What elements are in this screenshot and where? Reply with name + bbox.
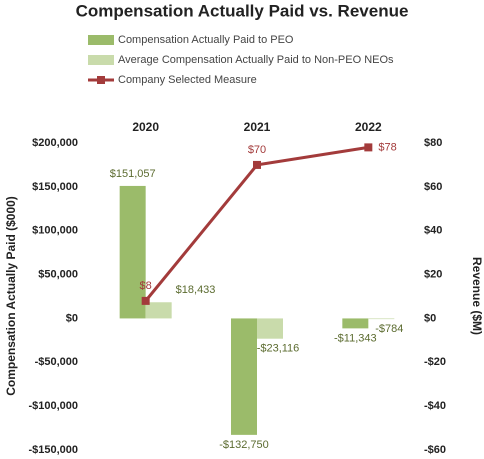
y-tick-label: -$150,000: [28, 444, 78, 456]
y2-tick-label: -$20: [424, 356, 446, 368]
y2-tick-label: $40: [424, 225, 442, 237]
data-label: $70: [248, 144, 266, 156]
data-label: $78: [378, 141, 396, 153]
y2-tick-label: $20: [424, 268, 442, 280]
y-tick-label: $0: [66, 312, 78, 324]
data-label: $151,057: [110, 168, 156, 180]
bar: [119, 185, 146, 319]
y2-tick-label: -$40: [424, 400, 446, 412]
legend-marker: [97, 76, 105, 84]
y2-tick-label: $60: [424, 181, 442, 193]
data-label: $18,433: [176, 284, 216, 296]
bar: [368, 318, 395, 320]
category-label: 2020: [132, 120, 159, 134]
line-marker: [364, 143, 373, 152]
y2-tick-label: -$60: [424, 444, 446, 456]
bar: [145, 302, 172, 319]
y2-axis-label: Revenue ($M): [470, 257, 484, 335]
y-tick-label: $150,000: [32, 181, 78, 193]
y-tick-label: -$50,000: [35, 356, 78, 368]
bar: [342, 318, 369, 329]
legend-swatch: [88, 35, 114, 45]
data-label: -$784: [375, 323, 403, 335]
legend-label: Company Selected Measure: [118, 74, 257, 86]
y2-tick-label: $80: [424, 137, 442, 149]
line-marker: [141, 296, 150, 305]
y2-tick-label: $0: [424, 312, 436, 324]
y-tick-label: $200,000: [32, 137, 78, 149]
legend-swatch: [88, 55, 114, 65]
data-label: $8: [140, 280, 152, 292]
y-tick-label: $50,000: [38, 268, 78, 280]
bar: [231, 318, 257, 435]
y-tick-label: -$100,000: [28, 400, 78, 412]
data-label: -$11,343: [334, 332, 377, 344]
line: [144, 145, 369, 302]
legend-label: Average Compensation Actually Paid to No…: [118, 54, 394, 66]
y-tick-label: $100,000: [32, 225, 78, 237]
legend-label: Compensation Actually Paid to PEO: [118, 34, 294, 46]
data-label: -$23,116: [257, 343, 300, 355]
bar: [257, 318, 283, 339]
y-axis-label: Compensation Actually Paid ($000): [4, 196, 18, 396]
line-marker: [253, 160, 261, 169]
category-label: 2022: [355, 120, 382, 134]
category-label: 2021: [244, 120, 271, 134]
data-label: -$132,750: [219, 439, 269, 451]
chart-title: Compensation Actually Paid vs. Revenue: [76, 1, 409, 20]
